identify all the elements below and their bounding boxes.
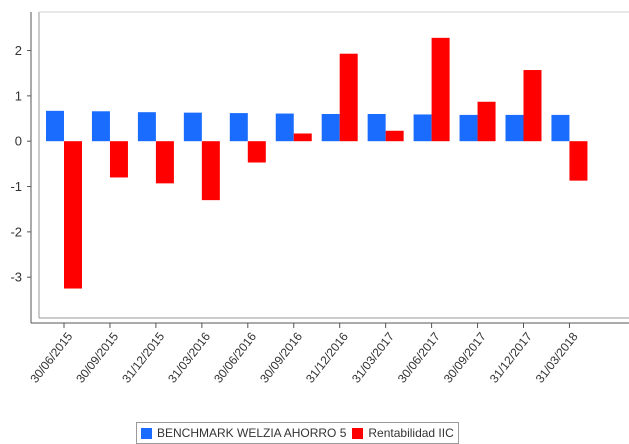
bar-benchmark-11 <box>551 114 570 142</box>
y-tick-label-0: 2 <box>15 43 22 58</box>
x-tick-label-8: 30/06/2017 <box>395 329 443 385</box>
x-tick-label-10: 31/12/2017 <box>487 329 535 385</box>
y-tick-label-4: -2 <box>10 224 22 239</box>
bar-benchmark-5 <box>275 113 294 142</box>
legend-label-benchmark: BENCHMARK WELZIA AHORRO 5 <box>157 426 347 440</box>
x-tick-label-1: 30/09/2015 <box>73 329 121 385</box>
bar-rentabilidad-10 <box>523 70 542 142</box>
y-tick-label-3: -1 <box>10 179 22 194</box>
bar-benchmark-9 <box>459 114 478 142</box>
bar-rentabilidad-5 <box>293 133 312 142</box>
x-tick-label-3: 31/03/2016 <box>165 329 213 385</box>
bar-benchmark-7 <box>367 114 386 142</box>
bar-rentabilidad-0 <box>64 141 82 289</box>
x-tick-label-4: 30/06/2016 <box>211 329 259 385</box>
legend-swatch-rentabilidad <box>352 427 364 439</box>
y-ticks-group: 2 1 0 -1 -2 -3 <box>10 43 31 285</box>
x-tick-label-2: 31/12/2015 <box>119 329 167 385</box>
x-tick-label-9: 30/09/2017 <box>441 329 489 385</box>
bar-rentabilidad-4 <box>247 141 266 163</box>
x-ticks-group: 30/06/201530/09/201531/12/201531/03/2016… <box>27 323 581 386</box>
bar-rentabilidad-7 <box>385 130 404 142</box>
bar-benchmark-1 <box>91 111 110 142</box>
x-tick-label-11: 31/03/2018 <box>533 329 581 385</box>
y-tick-label-5: -3 <box>10 270 22 285</box>
bar-rentabilidad-1 <box>109 141 128 178</box>
bar-benchmark-2 <box>137 112 156 142</box>
bar-rentabilidad-9 <box>477 101 496 142</box>
legend: BENCHMARK WELZIA AHORRO 5 Rentabilidad I… <box>136 422 459 444</box>
bars-group <box>46 37 588 289</box>
bar-benchmark-0 <box>46 110 64 142</box>
bar-rentabilidad-11 <box>569 141 588 181</box>
x-tick-label-5: 30/09/2016 <box>257 329 305 385</box>
x-tick-label-6: 31/12/2016 <box>303 329 351 385</box>
legend-item-rentabilidad: Rentabilidad IIC <box>352 426 454 440</box>
y-tick-label-2: 0 <box>15 134 22 149</box>
legend-swatch-benchmark <box>141 427 152 439</box>
bar-benchmark-10 <box>505 114 524 142</box>
bar-rentabilidad-3 <box>201 141 220 201</box>
legend-item-benchmark: BENCHMARK WELZIA AHORRO 5 <box>141 426 346 440</box>
bar-benchmark-6 <box>321 114 340 142</box>
legend-label-rentabilidad: Rentabilidad IIC <box>368 426 454 440</box>
bar-benchmark-8 <box>413 114 432 142</box>
x-tick-label-0: 30/06/2015 <box>27 329 75 385</box>
bar-benchmark-3 <box>183 112 202 142</box>
bar-rentabilidad-8 <box>431 37 450 142</box>
x-tick-label-7: 31/03/2017 <box>349 329 397 385</box>
bar-benchmark-4 <box>229 113 248 142</box>
y-tick-label-1: 1 <box>15 88 22 103</box>
bar-rentabilidad-6 <box>339 53 358 142</box>
bar-rentabilidad-2 <box>155 141 174 184</box>
